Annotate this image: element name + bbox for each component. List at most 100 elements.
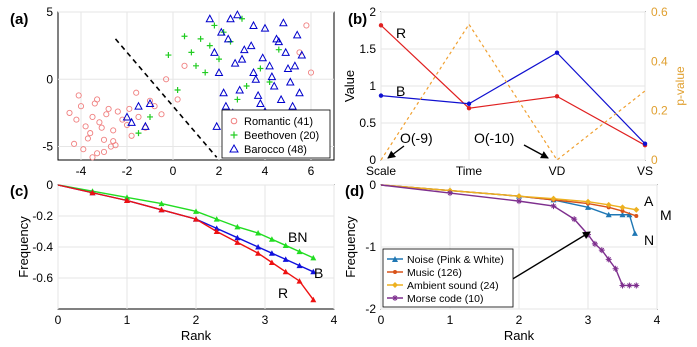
pd-line-n — [380, 184, 636, 234]
pd-xtick-label: 0 — [378, 313, 385, 327]
pd-point-morse — [591, 240, 598, 247]
panel-b-line-r — [380, 24, 646, 146]
pc-line-b — [57, 184, 314, 273]
legend-romantic-label: Romantic (41) — [244, 116, 313, 128]
panel-a-point-barocco — [265, 61, 274, 70]
panel-a-point-romantic — [80, 146, 87, 153]
panel-a-point-beethoven — [202, 69, 209, 76]
legend-ambient-marker — [392, 282, 398, 288]
panel-a-point-beethoven — [174, 87, 181, 94]
panel-a-point-beethoven — [216, 56, 222, 63]
panel-a-point-beethoven — [165, 52, 172, 59]
panel-a-point-romantic — [110, 138, 117, 145]
pc-xtick-label: 2 — [193, 313, 200, 327]
pc-point-b — [268, 250, 275, 256]
panel-a-point-romantic — [110, 127, 117, 134]
pc-point-r — [310, 296, 317, 303]
panel-a-point-romantic — [103, 111, 110, 118]
pd-point-a — [585, 198, 591, 205]
pa-xtick-label: 4 — [262, 164, 269, 178]
panel-c-ylabel: Frequency — [16, 216, 31, 278]
pa-xtick-label: 6 — [308, 164, 315, 178]
panel-a-point-barocco — [267, 72, 277, 81]
pd-point-morse — [516, 198, 522, 205]
pc-ytick-label: -0.6 — [32, 271, 53, 285]
panel-a-point-barocco — [219, 88, 228, 97]
panel-a-point-romantic — [126, 105, 133, 112]
legend-noise-label: Noise (Pink & White) — [407, 254, 504, 266]
panel-a-point-beethoven — [197, 35, 204, 42]
panel-a-point-romantic — [89, 113, 96, 120]
panel-b-ytick-right-label: 0.2 — [651, 104, 668, 118]
panel-a-point-beethoven — [275, 46, 282, 53]
panel-b-category-label: VS — [637, 164, 653, 178]
panel-a-point-barocco — [276, 94, 286, 103]
panel-b-ytick-label: 2 — [369, 5, 376, 19]
panel-b-label: (b) — [348, 11, 367, 28]
pd-point-m — [634, 214, 639, 218]
panel-a-point-barocco — [272, 34, 281, 43]
pc-xtick-label: 0 — [55, 313, 62, 327]
pc-point-r — [124, 197, 130, 203]
panel-a-point-romantic — [73, 116, 80, 123]
panel-a-point-barocco — [226, 14, 235, 23]
panel-a-point-romantic — [146, 97, 154, 104]
panel-a-point-barocco — [127, 117, 136, 126]
pc-point-r — [234, 239, 241, 245]
panel-a-point-barocco — [295, 88, 304, 97]
panel-a-point-romantic — [181, 62, 188, 69]
panel-d-ticks: 0 1 2 3 4 -2 -1 0 — [365, 178, 660, 327]
pc-point-bn — [234, 223, 241, 230]
panel-b-ytick-label: 0.5 — [359, 116, 376, 130]
panel-a-point-barocco — [288, 101, 297, 110]
panel-b-point-b — [554, 50, 560, 55]
panel-a-point-barocco — [290, 61, 300, 70]
pc-point-bn — [296, 248, 303, 255]
legend-barocco-marker — [229, 143, 239, 153]
panel-a-point-barocco — [258, 53, 268, 62]
pd-ytick-label: -2 — [365, 302, 376, 316]
panel-a-point-romantic — [98, 124, 105, 131]
panel-a-point-barocco — [210, 47, 219, 56]
panel-a-point-barocco — [239, 45, 249, 54]
pd-point-n — [585, 204, 591, 210]
panel-b-arrow-o10 — [523, 144, 549, 159]
panel-b-category-label: VD — [549, 164, 566, 178]
panel-b-grid — [380, 11, 646, 161]
pc-point-bn — [158, 200, 165, 207]
panel-a-point-beethoven — [239, 15, 245, 22]
panel-a-point-romantic — [135, 113, 142, 120]
pd-point-n — [631, 230, 638, 236]
pc-point-r — [296, 278, 303, 284]
legend-music-label: Music (126) — [407, 267, 462, 279]
pa-xtick-label: -4 — [76, 164, 87, 178]
panel-a-point-barocco — [297, 50, 307, 59]
panel-a-point-barocco — [134, 101, 143, 110]
pd-point-morse — [571, 216, 578, 223]
panel-a-point-beethoven — [234, 96, 241, 103]
panel-a-point-romantic — [100, 148, 108, 155]
pc-point-bn — [310, 254, 317, 261]
pd-point-a — [605, 201, 612, 208]
panel-a-point-beethoven — [206, 42, 213, 49]
panel-a-point-barocco — [141, 121, 150, 130]
pc-point-bn — [193, 208, 199, 214]
panel-a-point-barocco — [237, 54, 247, 63]
pd-xtick-label: 4 — [654, 313, 661, 327]
panel-a-point-romantic — [94, 150, 101, 157]
pc-point-bn — [282, 242, 289, 248]
pd-point-morse — [598, 247, 605, 254]
pc-point-r — [193, 216, 199, 222]
pc-xtick-label: 4 — [331, 313, 338, 327]
pc-ytick-label: -0.4 — [32, 240, 53, 254]
panel-a-point-romantic — [75, 92, 82, 99]
panel-a-point-romantic — [163, 76, 170, 83]
panel-a-point-barocco — [279, 18, 288, 27]
pc-point-b — [234, 234, 241, 241]
panel-a-point-barocco — [256, 98, 265, 107]
panel-b-marks — [378, 23, 648, 161]
pc-point-b — [296, 262, 303, 269]
panel-a-point-barocco — [269, 81, 279, 90]
